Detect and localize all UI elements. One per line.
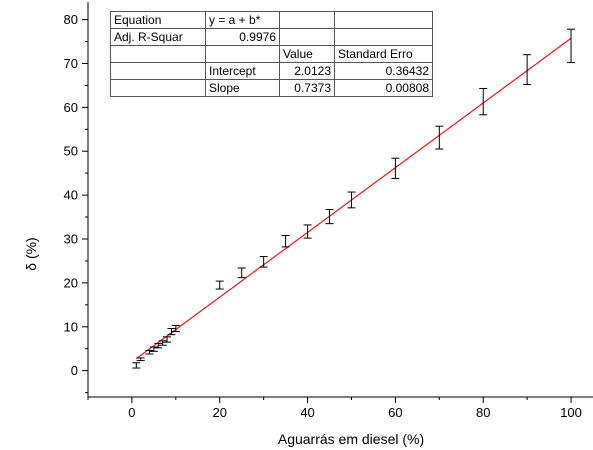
table-cell	[110, 45, 206, 63]
table-cell: y = a + b*	[205, 11, 280, 29]
table-cell: Value	[279, 45, 335, 63]
data-points-layer	[132, 28, 576, 369]
data-point	[325, 209, 334, 225]
data-point	[136, 357, 145, 362]
x-tick-label: 80	[476, 405, 490, 420]
table-cell: 0.9976	[205, 28, 280, 46]
table-cell: Adj. R-Squar	[110, 28, 206, 46]
data-point	[171, 324, 180, 333]
data-point	[479, 87, 488, 116]
x-tick-label: 20	[213, 405, 227, 420]
data-point	[145, 349, 154, 355]
data-point	[391, 157, 400, 179]
data-point	[281, 234, 290, 248]
table-cell	[110, 79, 206, 97]
y-axis-title: δ (%)	[23, 237, 39, 270]
table-row: Equation y = a + b*	[110, 11, 433, 29]
y-tick-label: 40	[64, 188, 78, 203]
table-cell: Equation	[110, 11, 206, 29]
table-cell: Intercept	[205, 62, 280, 80]
data-point	[259, 256, 268, 268]
data-point	[237, 267, 246, 279]
x-tick-label: 0	[128, 405, 135, 420]
data-point	[567, 28, 576, 64]
table-row: Intercept 2.0123 0.36432	[110, 62, 433, 80]
y-tick-label: 10	[64, 319, 78, 334]
table-cell	[334, 28, 433, 46]
data-point	[523, 54, 532, 86]
table-cell	[279, 11, 335, 29]
table-cell	[279, 28, 335, 46]
table-cell: 0.7373	[279, 79, 335, 97]
x-axis-title: Aguarrás em diesel (%)	[278, 431, 424, 447]
table-row: Value Standard Erro	[110, 45, 433, 63]
y-tick-label: 50	[64, 144, 78, 159]
data-point	[347, 191, 356, 209]
y-tick-label: 20	[64, 275, 78, 290]
data-point	[303, 224, 312, 239]
data-point	[132, 362, 141, 369]
x-tick-label: 60	[388, 405, 402, 420]
fit-line-layer	[135, 37, 572, 360]
y-tick-label: 30	[64, 232, 78, 247]
table-row: Slope 0.7373 0.00808	[110, 79, 433, 97]
table-cell	[110, 62, 206, 80]
data-point	[215, 280, 224, 290]
data-point	[149, 346, 158, 352]
table-cell	[334, 11, 433, 29]
data-point	[167, 328, 176, 336]
data-point	[163, 336, 172, 343]
table-cell: 2.0123	[279, 62, 335, 80]
y-tick-label: 60	[64, 100, 78, 115]
table-cell	[205, 45, 280, 63]
data-point	[154, 342, 163, 349]
fit-results-table: Equation y = a + b* Adj. R-Squar 0.9976 …	[110, 11, 433, 97]
fit-line	[135, 37, 572, 360]
y-tick-label: 0	[71, 363, 78, 378]
table-row: Adj. R-Squar 0.9976	[110, 28, 433, 46]
table-cell: 0.00808	[334, 79, 433, 97]
table-cell: Slope	[205, 79, 280, 97]
x-tick-label: 40	[300, 405, 314, 420]
table-cell: Standard Erro	[334, 45, 433, 63]
data-point	[158, 340, 167, 346]
x-tick-label: 100	[560, 405, 582, 420]
axes: 0 20 40 60 80 100 0 10 20 30 40 50 60 70 80	[64, 2, 593, 420]
data-point	[435, 125, 444, 150]
table-cell: 0.36432	[334, 62, 433, 80]
y-tick-label: 80	[64, 12, 78, 27]
y-tick-label: 70	[64, 56, 78, 71]
